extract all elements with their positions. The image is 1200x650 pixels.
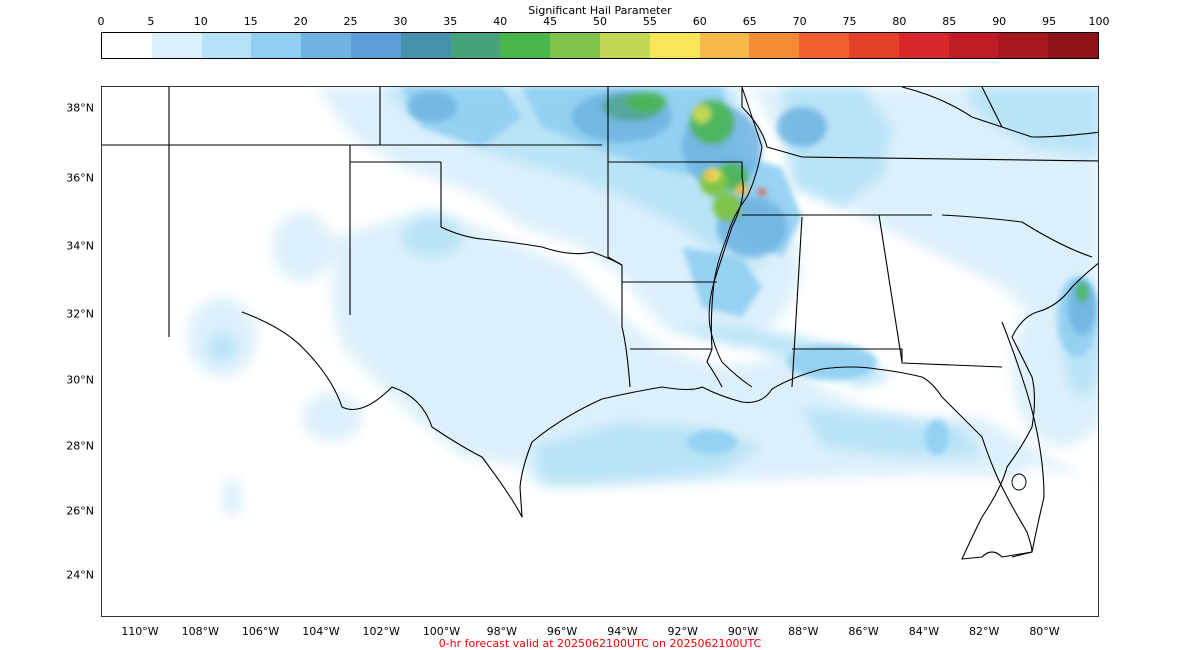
latitude-label: 30°N [66,373,94,387]
colorbar-segment [599,33,650,58]
colorbar [101,32,1099,59]
colorbar-tick-label: 30 [393,15,408,28]
latitude-label: 28°N [66,439,94,453]
colorbar-tick-label: 40 [493,15,508,28]
colorbar-segment [948,33,999,58]
longitude-label: 96°W [546,625,578,638]
longitude-label: 100°W [422,625,461,638]
longitude-label: 106°W [241,625,280,638]
colorbar-segment [799,33,849,58]
colorbar-segment [749,33,800,58]
longitude-label: 82°W [969,625,1000,638]
longitude-label: 94°W [607,625,638,638]
colorbar-tick-label: 80 [892,15,907,28]
mississippi-river [708,87,763,388]
latitude-label: 38°N [66,101,94,115]
colorbar-segment [500,33,551,58]
longitude-label: 98°W [486,625,517,638]
colorbar-tick-label: 65 [742,15,757,28]
latitude-label: 26°N [66,504,94,518]
latitude-label: 24°N [66,568,94,582]
longitude-label: 80°W [1029,625,1060,638]
colorbar-segment [699,33,750,58]
longitude-label: 88°W [788,625,819,638]
colorbar-tick-label: 55 [642,15,657,28]
longitude-label: 92°W [667,625,698,638]
colorbar-tick-label: 75 [842,15,857,28]
colorbar-tick-label: 0 [97,15,105,28]
colorbar-segment [102,33,152,58]
forecast-valid-text: 0-hr forecast valid at 2025062100UTC on … [438,637,762,650]
longitude-label: 102°W [362,625,400,638]
map-frame [101,86,1099,617]
colorbar-tick-label: 85 [942,15,957,28]
colorbar-segment [350,33,401,58]
latitude-label: 36°N [66,171,94,185]
colorbar-segment [848,33,899,58]
longitude-label: 84°W [908,625,940,638]
longitude-label: 86°W [848,625,879,638]
colorbar-segment [1048,33,1098,58]
lake-okeechobee [1011,473,1027,491]
colorbar-segment [301,33,351,58]
colorbar-tick-label: 5 [147,15,155,28]
colorbar-segment [400,33,451,58]
state-boundaries [102,87,1098,388]
latitude-label: 32°N [66,307,94,321]
latitude-label: 34°N [66,239,94,253]
florida-coast [1001,321,1045,558]
colorbar-tick-label: 10 [193,15,208,28]
colorbar-segment [550,33,600,58]
colorbar-segment [251,33,302,58]
colorbar-segment [450,33,501,58]
colorbar-tick-label: 60 [692,15,707,28]
colorbar-tick-label: 100 [1088,15,1110,28]
colorbar-tick-label: 45 [543,15,558,28]
colorbar-segment [151,33,202,58]
colorbar-tick-label: 70 [792,15,807,28]
colorbar-title: Significant Hail Parameter [528,4,672,17]
colorbar-tick-label: 20 [293,15,308,28]
colorbar-tick-label: 95 [1042,15,1057,28]
longitude-label: 110°W [121,625,159,638]
colorbar-tick-label: 35 [443,15,458,28]
colorbar-tick-label: 25 [343,15,358,28]
colorbar-segment [998,33,1049,58]
longitude-label: 104°W [302,625,340,638]
colorbar-tick-label: 50 [593,15,607,28]
colorbar-tick-label: 90 [992,15,1007,28]
longitude-label: 90°W [727,625,759,638]
colorbar-segment [649,33,700,58]
colorbar-segment [201,33,252,58]
longitude-label: 108°W [181,625,219,638]
hail-field-teal-green [602,92,1088,302]
colorbar-tick-label: 15 [243,15,258,28]
colorbar-segment [898,33,949,58]
gulf-coastline [241,262,1098,560]
map-canvas [102,87,1098,560]
